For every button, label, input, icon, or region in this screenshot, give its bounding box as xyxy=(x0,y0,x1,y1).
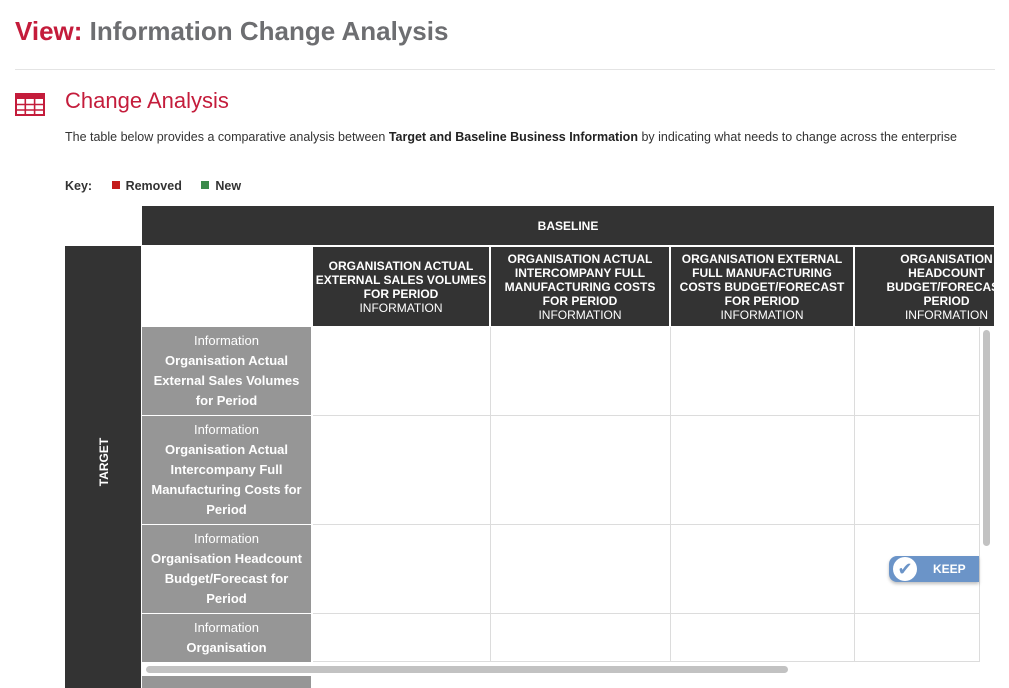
key-item-label: New xyxy=(215,179,242,193)
target-label: TARGET xyxy=(97,437,111,487)
section-title: Change Analysis xyxy=(65,88,229,113)
matrix-cell[interactable] xyxy=(671,327,855,416)
row-header: Information Organisation Headcount Budge… xyxy=(142,525,311,613)
baseline-header: BASELINE xyxy=(142,206,994,245)
row-header-title: Organisation Actual Intercompany Full Ma… xyxy=(151,442,302,517)
removed-swatch xyxy=(111,181,120,189)
matrix-cell[interactable] xyxy=(671,416,855,525)
row-header-title: Organisation Actual External Sales Volum… xyxy=(153,353,300,408)
matrix-cell[interactable] xyxy=(855,614,980,662)
column-header: ORGANISATION EXTERNAL FULL MANUFACTURING… xyxy=(671,247,853,326)
matrix-cell[interactable] xyxy=(491,327,671,416)
row-header-type: Information xyxy=(193,422,260,437)
row-header-title: Organisation Headcount Budget/Forecast f… xyxy=(151,551,302,606)
row-header-title: Organisation xyxy=(186,640,267,655)
matrix-cell[interactable] xyxy=(855,416,980,525)
matrix-cell[interactable] xyxy=(671,525,855,614)
table-grid-icon xyxy=(15,93,45,121)
keep-button[interactable]: ✔ KEEP xyxy=(889,556,979,582)
column-header: ORGANISATION ACTUAL INTERCOMPANY FULL MA… xyxy=(491,247,669,326)
matrix-corner xyxy=(142,246,311,326)
column-header-type: INFORMATION xyxy=(359,300,443,315)
matrix-cell[interactable] xyxy=(491,416,671,525)
matrix-cell[interactable] xyxy=(491,525,671,614)
description-bold-2: Business Information xyxy=(510,130,638,144)
column-header: ORGANISATION HEADCOUNT BUDGET/FORECAST P… xyxy=(855,247,994,326)
column-header: ORGANISATION ACTUAL EXTERNAL SALES VOLUM… xyxy=(313,247,489,326)
description-bold-1: Target and Baseline xyxy=(388,130,507,144)
matrix-cell[interactable] xyxy=(313,416,491,525)
column-header-type: INFORMATION xyxy=(904,307,989,322)
row-header-type: Information xyxy=(193,333,260,348)
matrix-cell[interactable] xyxy=(671,614,855,662)
matrix-cell[interactable] xyxy=(313,525,491,614)
target-header xyxy=(65,246,141,688)
row-header: Information Organisation xyxy=(142,614,311,688)
check-icon: ✔ xyxy=(893,557,917,581)
matrix-cell[interactable] xyxy=(313,327,491,416)
page-title-prefix: View: xyxy=(15,16,83,46)
vertical-scrollbar[interactable] xyxy=(983,330,990,546)
legend-key: Key: Removed New xyxy=(65,179,241,193)
row-header-type: Information xyxy=(193,531,260,546)
key-item-removed: Removed xyxy=(111,179,186,193)
description-text-1: The table below provides a comparative a… xyxy=(65,130,386,144)
column-header-inner: ORGANISATION HEADCOUNT BUDGET/FORECAST P… xyxy=(855,251,995,322)
column-header-title: ORGANISATION ACTUAL INTERCOMPANY FULL MA… xyxy=(504,251,656,308)
row-header-type: Information xyxy=(193,620,260,635)
keep-button-label: KEEP xyxy=(933,562,966,576)
column-header-type: INFORMATION xyxy=(720,307,804,322)
page-title-name: Information Change Analysis xyxy=(89,16,449,46)
matrix-cell[interactable] xyxy=(313,614,491,662)
key-item-label: Removed xyxy=(125,179,182,193)
page-title: View: Information Change Analysis xyxy=(15,16,448,47)
column-header-title: ORGANISATION HEADCOUNT BUDGET/FORECAST P… xyxy=(886,251,995,308)
section-description: The table below provides a comparative a… xyxy=(65,127,965,147)
key-label: Key: xyxy=(65,179,93,193)
horizontal-scrollbar[interactable] xyxy=(146,666,788,673)
row-header: Information Organisation Actual External… xyxy=(142,327,311,415)
description-text-2: by indicating what needs to change acros… xyxy=(641,130,957,144)
matrix-cell[interactable] xyxy=(855,327,980,416)
row-header: Information Organisation Actual Intercom… xyxy=(142,416,311,524)
column-header-title: ORGANISATION EXTERNAL FULL MANUFACTURING… xyxy=(679,251,845,308)
matrix-cell[interactable] xyxy=(491,614,671,662)
new-swatch xyxy=(201,181,210,189)
title-divider xyxy=(15,69,995,70)
column-header-title: ORGANISATION ACTUAL EXTERNAL SALES VOLUM… xyxy=(315,258,487,301)
key-item-new: New xyxy=(201,179,241,193)
column-header-type: INFORMATION xyxy=(538,307,622,322)
